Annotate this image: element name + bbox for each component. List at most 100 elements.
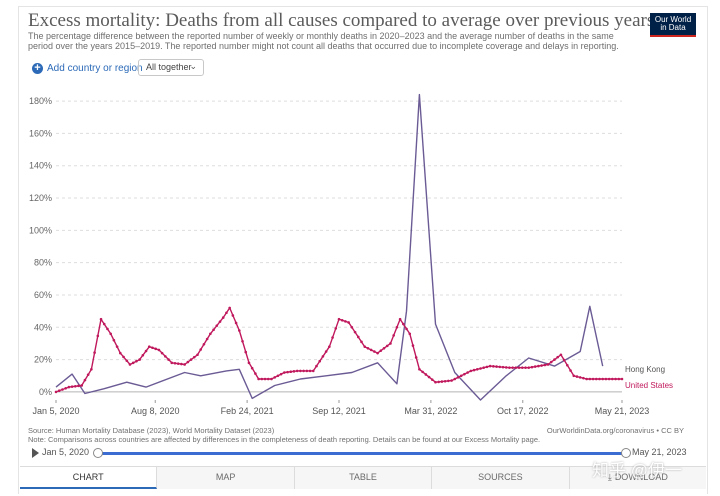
- data-point-united-states: [379, 349, 383, 353]
- data-point-united-states: [398, 317, 402, 321]
- data-point-united-states: [96, 334, 100, 338]
- data-point-united-states: [350, 325, 354, 329]
- data-point-united-states: [144, 349, 148, 353]
- data-point-united-states: [430, 378, 434, 381]
- data-point-united-states: [205, 337, 209, 341]
- data-point-united-states: [488, 364, 492, 368]
- data-point-united-states: [459, 374, 463, 378]
- data-point-united-states: [453, 377, 457, 381]
- data-point-united-states: [141, 353, 145, 357]
- data-point-united-states: [604, 377, 608, 381]
- data-point-united-states: [331, 336, 334, 339]
- data-point-united-states: [119, 351, 122, 355]
- data-point-united-states: [225, 311, 228, 315]
- chart-credit[interactable]: OurWorldinData.org/coronavirus • CC BY: [546, 426, 684, 435]
- data-point-united-states: [157, 348, 161, 352]
- data-point-united-states: [472, 368, 476, 372]
- data-point-united-states: [189, 358, 193, 361]
- data-point-united-states: [57, 389, 61, 393]
- data-point-united-states: [228, 306, 231, 310]
- tab-download-label: DOWNLOAD: [614, 472, 668, 482]
- data-point-united-states: [337, 317, 341, 321]
- data-point-united-states: [209, 332, 212, 336]
- data-point-united-states: [244, 350, 248, 354]
- data-point-united-states: [109, 332, 112, 336]
- data-point-united-states: [238, 329, 241, 332]
- data-point-united-states: [501, 365, 505, 369]
- chart-subtitle: The percentage difference between the re…: [28, 31, 619, 51]
- play-icon[interactable]: [32, 448, 39, 458]
- data-point-united-states: [524, 366, 527, 369]
- tab-download[interactable]: ⤓ DOWNLOAD: [569, 467, 707, 489]
- timeline-end-handle[interactable]: [621, 448, 631, 458]
- data-point-united-states: [196, 353, 199, 357]
- tab-map[interactable]: MAP: [157, 467, 295, 489]
- data-point-united-states: [80, 384, 84, 387]
- data-point-united-states: [617, 377, 621, 381]
- data-point-united-states: [122, 355, 125, 359]
- tab-sources[interactable]: SOURCES: [432, 467, 570, 489]
- data-point-united-states: [504, 366, 508, 369]
- data-point-united-states: [566, 363, 569, 367]
- data-point-united-states: [180, 362, 183, 366]
- timeline-start-handle[interactable]: [93, 448, 103, 458]
- data-point-united-states: [305, 369, 309, 373]
- data-point-united-states: [302, 369, 305, 373]
- data-point-united-states: [376, 351, 379, 355]
- owid-logo[interactable]: Our World in Data: [650, 13, 696, 37]
- data-point-united-states: [218, 320, 222, 323]
- data-point-united-states: [131, 361, 135, 365]
- data-point-united-states: [176, 362, 180, 365]
- data-point-united-states: [614, 377, 617, 381]
- data-point-united-states: [99, 317, 103, 321]
- data-point-united-states: [562, 358, 566, 362]
- data-point-united-states: [93, 351, 96, 354]
- data-point-united-states: [540, 364, 543, 367]
- tab-chart[interactable]: CHART: [20, 467, 158, 489]
- data-point-united-states: [273, 376, 276, 379]
- tab-table[interactable]: TABLE: [294, 467, 433, 489]
- data-point-united-states: [475, 368, 479, 371]
- chart-source: Source: Human Mortality Database (2023),…: [28, 426, 540, 444]
- timeline-end-label: May 21, 2023: [632, 447, 687, 457]
- add-country-button[interactable]: + Add country or region: [32, 61, 143, 75]
- data-point-united-states: [292, 370, 296, 373]
- data-point-united-states: [186, 360, 190, 364]
- data-point-united-states: [266, 377, 270, 381]
- data-point-united-states: [215, 324, 219, 327]
- data-point-united-states: [138, 358, 141, 361]
- plus-circle-icon: +: [32, 62, 43, 74]
- data-point-united-states: [247, 361, 251, 365]
- data-point-united-states: [556, 355, 559, 359]
- data-point-united-states: [553, 358, 556, 361]
- note-text: Note: Comparisons across countries are a…: [28, 435, 541, 444]
- data-point-united-states: [64, 386, 67, 390]
- data-point-united-states: [569, 369, 572, 372]
- data-point-united-states: [469, 369, 473, 373]
- data-point-united-states: [170, 361, 174, 365]
- data-point-united-states: [601, 377, 605, 381]
- data-point-united-states: [369, 348, 373, 352]
- data-point-united-states: [508, 366, 511, 369]
- logo-line-2: in Data: [660, 23, 686, 32]
- data-point-united-states: [546, 363, 550, 366]
- download-icon: ⤓: [607, 472, 612, 482]
- data-point-united-states: [395, 325, 399, 329]
- data-point-united-states: [543, 363, 547, 367]
- x-tick-label: Oct 17, 2022: [497, 406, 549, 416]
- data-point-united-states: [414, 356, 418, 359]
- data-point-united-states: [479, 367, 482, 370]
- chart-title: Excess mortality: Deaths from all causes…: [28, 10, 655, 31]
- data-point-united-states: [466, 371, 469, 374]
- data-point-united-states: [389, 342, 392, 345]
- data-point-united-states: [482, 366, 486, 369]
- data-point-united-states: [334, 327, 338, 330]
- timeline-track[interactable]: [93, 448, 631, 458]
- data-point-united-states: [328, 345, 331, 348]
- data-point-united-states: [598, 377, 601, 381]
- data-point-united-states: [340, 318, 344, 322]
- facet-select[interactable]: All together ⌄: [138, 59, 204, 76]
- y-tick-label: 120%: [29, 193, 52, 203]
- data-point-united-states: [607, 377, 611, 381]
- data-point-united-states: [112, 338, 116, 342]
